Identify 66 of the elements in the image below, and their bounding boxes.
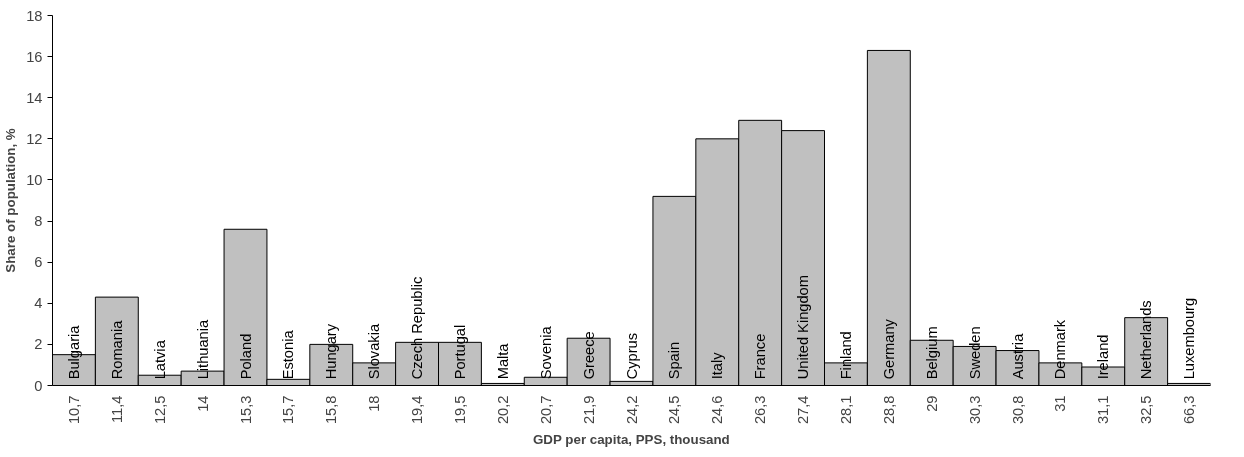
- annotation: Sovenia: [537, 325, 554, 380]
- annotation: Lithuania: [194, 318, 211, 380]
- annotation: France: [752, 333, 769, 380]
- x-tick-label: 21,9: [580, 395, 597, 425]
- annotation: Latvia: [151, 339, 168, 380]
- y-tick-label: 16: [26, 48, 43, 65]
- x-tick-label: 20,7: [537, 395, 554, 425]
- annotation: Cyprus: [623, 332, 640, 380]
- y-tick-label: 8: [34, 213, 43, 230]
- annotation: Finland: [837, 331, 854, 380]
- x-tick-label: 30,8: [1009, 395, 1026, 425]
- x-tick-label: 12,5: [151, 395, 168, 425]
- annotation: Luxembourg: [1181, 297, 1198, 380]
- annotation: Denmark: [1052, 319, 1069, 380]
- annotation: Italy: [709, 351, 726, 380]
- x-tick-label: 30,3: [966, 395, 983, 425]
- x-tick-label: 15,3: [237, 395, 254, 425]
- annotation: Estonia: [280, 329, 297, 380]
- x-tick-label: 10,7: [65, 395, 82, 425]
- y-tick-label: 6: [34, 254, 43, 271]
- annotation: Spain: [666, 341, 683, 380]
- x-tick-label: 27,4: [795, 395, 812, 425]
- annotation: Czech Republic: [409, 276, 426, 380]
- x-tick-label: 15,7: [280, 395, 297, 425]
- annotation: Hungary: [323, 323, 340, 380]
- x-tick-label: 66,3: [1181, 395, 1198, 425]
- x-tick-label: 28,1: [837, 395, 854, 425]
- annotation: Portugal: [451, 324, 468, 380]
- annotation: Ireland: [1095, 334, 1112, 380]
- x-tick-label: 24,5: [666, 395, 683, 425]
- annotation: Austria: [1009, 332, 1026, 380]
- x-tick-label: 15,8: [323, 395, 340, 425]
- y-tick-label: 4: [34, 295, 43, 312]
- x-tick-label: 19,4: [409, 395, 426, 425]
- x-axis-title: GDP per capita, PPS, thousand: [533, 432, 730, 448]
- y-tick-label: 10: [26, 171, 43, 188]
- x-tick-label: 32,5: [1138, 395, 1155, 425]
- x-tick-label: 20,2: [494, 395, 511, 425]
- annotation: Sweden: [966, 326, 983, 380]
- x-tick-label: 11,4: [108, 395, 125, 423]
- x-tick-label: 24,6: [709, 395, 726, 425]
- x-tick-label: 24,2: [623, 395, 640, 425]
- annotation: United Kingdom: [795, 275, 812, 380]
- y-tick-label: 2: [34, 336, 43, 353]
- annotation: Slovakia: [366, 323, 383, 380]
- annotation: Netherlands: [1138, 300, 1155, 380]
- annotation: Malta: [494, 342, 511, 380]
- annotation: Belgium: [923, 326, 940, 380]
- x-tick-label: 26,3: [752, 395, 769, 425]
- y-tick-label: 14: [26, 89, 43, 106]
- x-tick-label: 14: [194, 395, 211, 412]
- annotation: Germany: [880, 318, 897, 380]
- y-tick-label: 0: [34, 377, 43, 394]
- x-tick-label: 31,1: [1095, 395, 1112, 425]
- annotation: Greece: [580, 331, 597, 380]
- x-tick-label: 19,5: [451, 395, 468, 425]
- annotation: Romania: [108, 319, 125, 380]
- x-tick-label: 29: [923, 395, 940, 412]
- y-tick-label: 12: [26, 130, 43, 147]
- y-tick-label: 18: [26, 7, 43, 24]
- x-tick-label: 28,8: [880, 395, 897, 425]
- annotation: Bulgaria: [65, 324, 82, 380]
- annotation: Poland: [237, 333, 254, 380]
- x-tick-label: 18: [366, 395, 383, 412]
- x-tick-label: 31: [1052, 395, 1069, 412]
- y-axis-title: Share of population, %: [3, 128, 19, 273]
